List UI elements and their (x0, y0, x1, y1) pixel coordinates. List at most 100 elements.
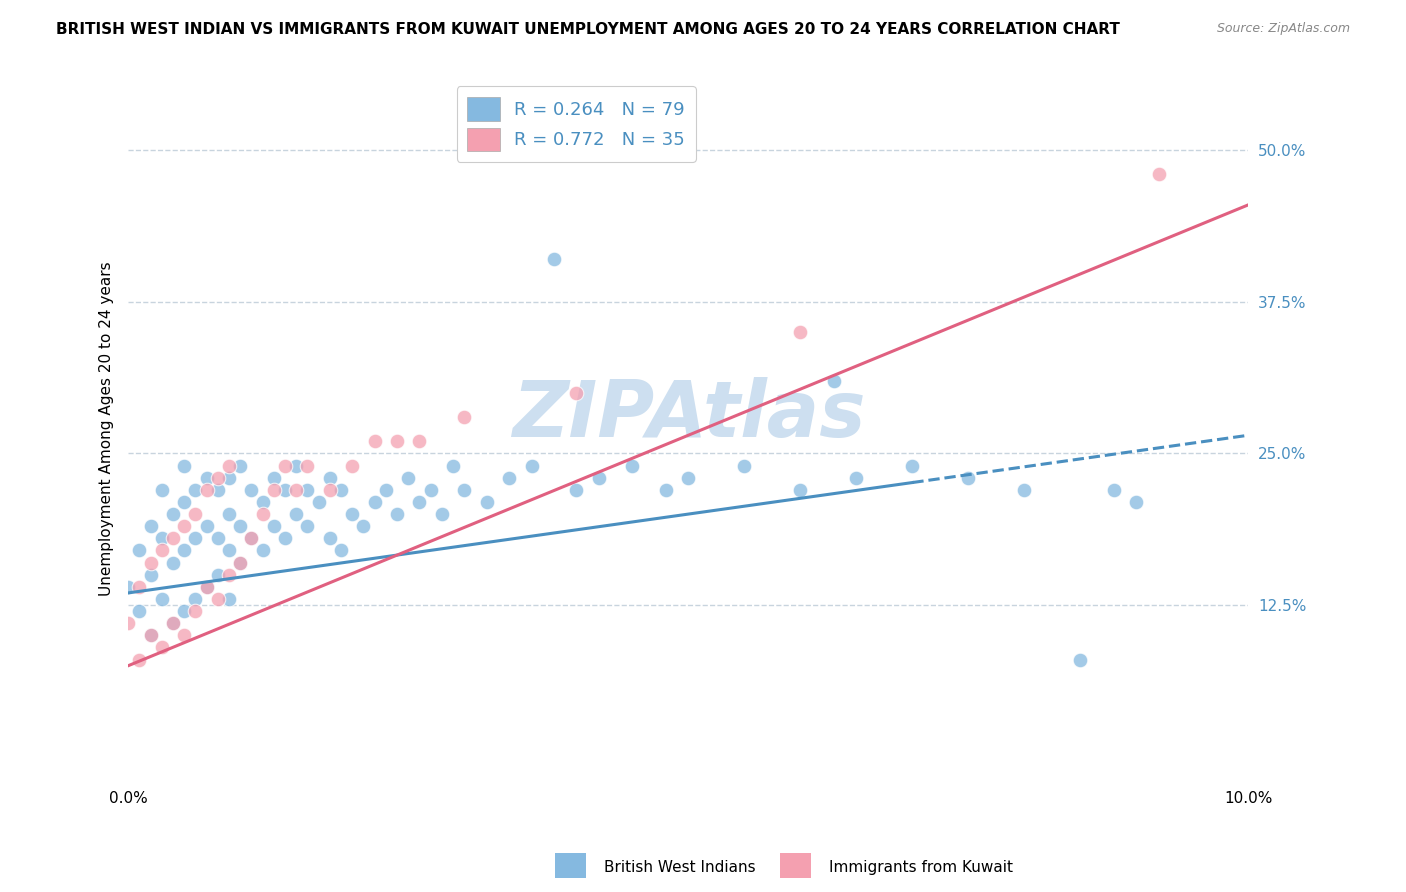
Text: Source: ZipAtlas.com: Source: ZipAtlas.com (1216, 22, 1350, 36)
Point (588, 471, 610, 485)
Point (218, 543, 240, 558)
Point (173, 519, 195, 533)
Point (207, 567, 229, 582)
Point (173, 604, 195, 618)
Point (195, 519, 218, 533)
Point (565, 483, 588, 497)
Point (229, 458, 252, 473)
Point (150, 543, 173, 558)
Point (285, 483, 308, 497)
Point (128, 580, 150, 594)
Point (173, 628, 195, 642)
Point (139, 519, 162, 533)
Point (139, 567, 162, 582)
Point (195, 580, 218, 594)
Point (240, 483, 263, 497)
Text: BRITISH WEST INDIAN VS IMMIGRANTS FROM KUWAIT UNEMPLOYMENT AMONG AGES 20 TO 24 Y: BRITISH WEST INDIAN VS IMMIGRANTS FROM K… (56, 22, 1121, 37)
Point (363, 434, 385, 449)
Point (1102, 483, 1125, 497)
Point (441, 458, 464, 473)
Point (520, 458, 543, 473)
Point (150, 640, 173, 655)
Point (263, 519, 285, 533)
Text: British West Indians: British West Indians (605, 860, 755, 874)
Point (408, 434, 430, 449)
Point (297, 483, 319, 497)
Point (184, 592, 207, 607)
Legend: R = 0.264   N = 79, R = 0.772   N = 35: R = 0.264 N = 79, R = 0.772 N = 35 (457, 87, 696, 161)
Point (240, 532, 263, 546)
Point (128, 543, 150, 558)
Point (565, 385, 588, 400)
Point (263, 471, 285, 485)
Point (117, 616, 139, 631)
Point (342, 507, 364, 521)
Point (173, 495, 195, 509)
Point (385, 507, 408, 521)
Point (229, 556, 252, 570)
Point (297, 458, 319, 473)
Point (408, 495, 430, 509)
Point (678, 471, 700, 485)
Point (173, 458, 195, 473)
Point (308, 495, 330, 509)
Point (150, 483, 173, 497)
Point (128, 652, 150, 666)
Point (498, 471, 520, 485)
Point (453, 410, 475, 425)
Point (229, 519, 252, 533)
Point (274, 458, 297, 473)
Point (252, 543, 274, 558)
Point (195, 580, 218, 594)
Point (218, 592, 240, 607)
Point (218, 567, 240, 582)
Point (733, 458, 755, 473)
Point (162, 616, 184, 631)
Point (218, 458, 240, 473)
Point (297, 519, 319, 533)
Point (957, 471, 980, 485)
Point (252, 507, 274, 521)
Point (845, 471, 868, 485)
Point (162, 507, 184, 521)
Point (173, 543, 195, 558)
Point (128, 604, 150, 618)
Point (330, 483, 353, 497)
Point (184, 604, 207, 618)
Point (285, 458, 308, 473)
Point (353, 519, 375, 533)
Point (162, 556, 184, 570)
Point (252, 495, 274, 509)
Point (621, 458, 644, 473)
Point (1014, 483, 1036, 497)
Point (419, 483, 441, 497)
Point (218, 507, 240, 521)
Point (263, 483, 285, 497)
Point (184, 532, 207, 546)
Point (319, 532, 342, 546)
Point (319, 471, 342, 485)
Y-axis label: Unemployment Among Ages 20 to 24 years: Unemployment Among Ages 20 to 24 years (100, 262, 114, 597)
Point (218, 471, 240, 485)
Point (430, 507, 453, 521)
Point (385, 434, 408, 449)
Point (207, 532, 229, 546)
Point (184, 507, 207, 521)
Point (240, 532, 263, 546)
Point (655, 483, 678, 497)
Point (789, 483, 811, 497)
Point (543, 252, 565, 267)
Text: ZIPAtlas: ZIPAtlas (512, 377, 865, 453)
Point (274, 532, 297, 546)
Point (139, 628, 162, 642)
Point (184, 483, 207, 497)
Point (207, 471, 229, 485)
Point (195, 471, 218, 485)
Point (789, 325, 811, 339)
Point (285, 507, 308, 521)
Point (901, 458, 924, 473)
Point (1125, 495, 1147, 509)
Point (330, 543, 353, 558)
Point (162, 616, 184, 631)
Point (162, 532, 184, 546)
